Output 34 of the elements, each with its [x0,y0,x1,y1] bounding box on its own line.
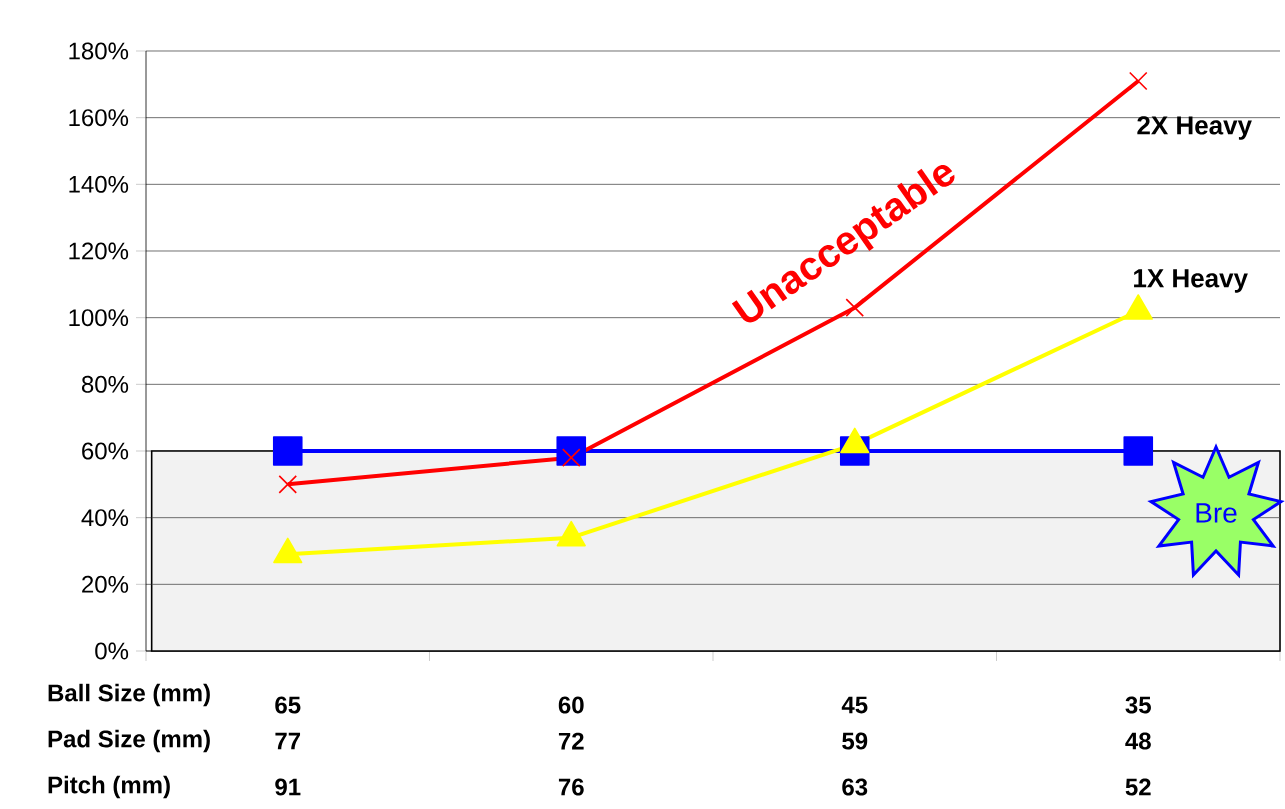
point [278,475,298,494]
text: Pad Size (mm) [48,729,210,753]
text: 48 [1125,732,1151,750]
text: 76 [558,778,584,796]
text: 59 [842,732,868,750]
text: Ball Size (mm) [48,683,210,707]
series-label: 1X Heavy [1134,269,1248,293]
annotation: Bre [1196,503,1237,523]
point [561,448,581,467]
text: 72 [558,732,584,750]
y-tick-label: 120% [69,242,129,260]
text: 91 [275,778,301,796]
y-tick-label: 60% [82,442,129,460]
y-tick-label: 160% [69,109,129,127]
text: 63 [842,778,868,796]
x-tick-label: 60 [558,696,584,714]
x-tick-label: 45 [841,696,868,714]
x-tick-label: 35 [1125,696,1151,714]
y-tick-label: 180% [69,42,129,60]
y-tick-label: 0% [95,642,129,660]
point [1123,436,1154,466]
y-tick-label: 20% [82,575,129,593]
y-tick-label: 80% [81,375,129,393]
y-tick-label: 140% [69,175,129,193]
text: 77 [275,732,301,750]
text: Pitch (mm) [48,775,170,799]
y-tick-label: 100% [69,309,129,327]
point [556,436,587,466]
series-label: 2X Heavy [1137,116,1252,140]
point [272,436,303,466]
x-tick-label: 65 [275,696,301,714]
point [1128,71,1148,91]
y-tick-label: 40% [81,509,129,527]
text: 52 [1125,778,1151,796]
